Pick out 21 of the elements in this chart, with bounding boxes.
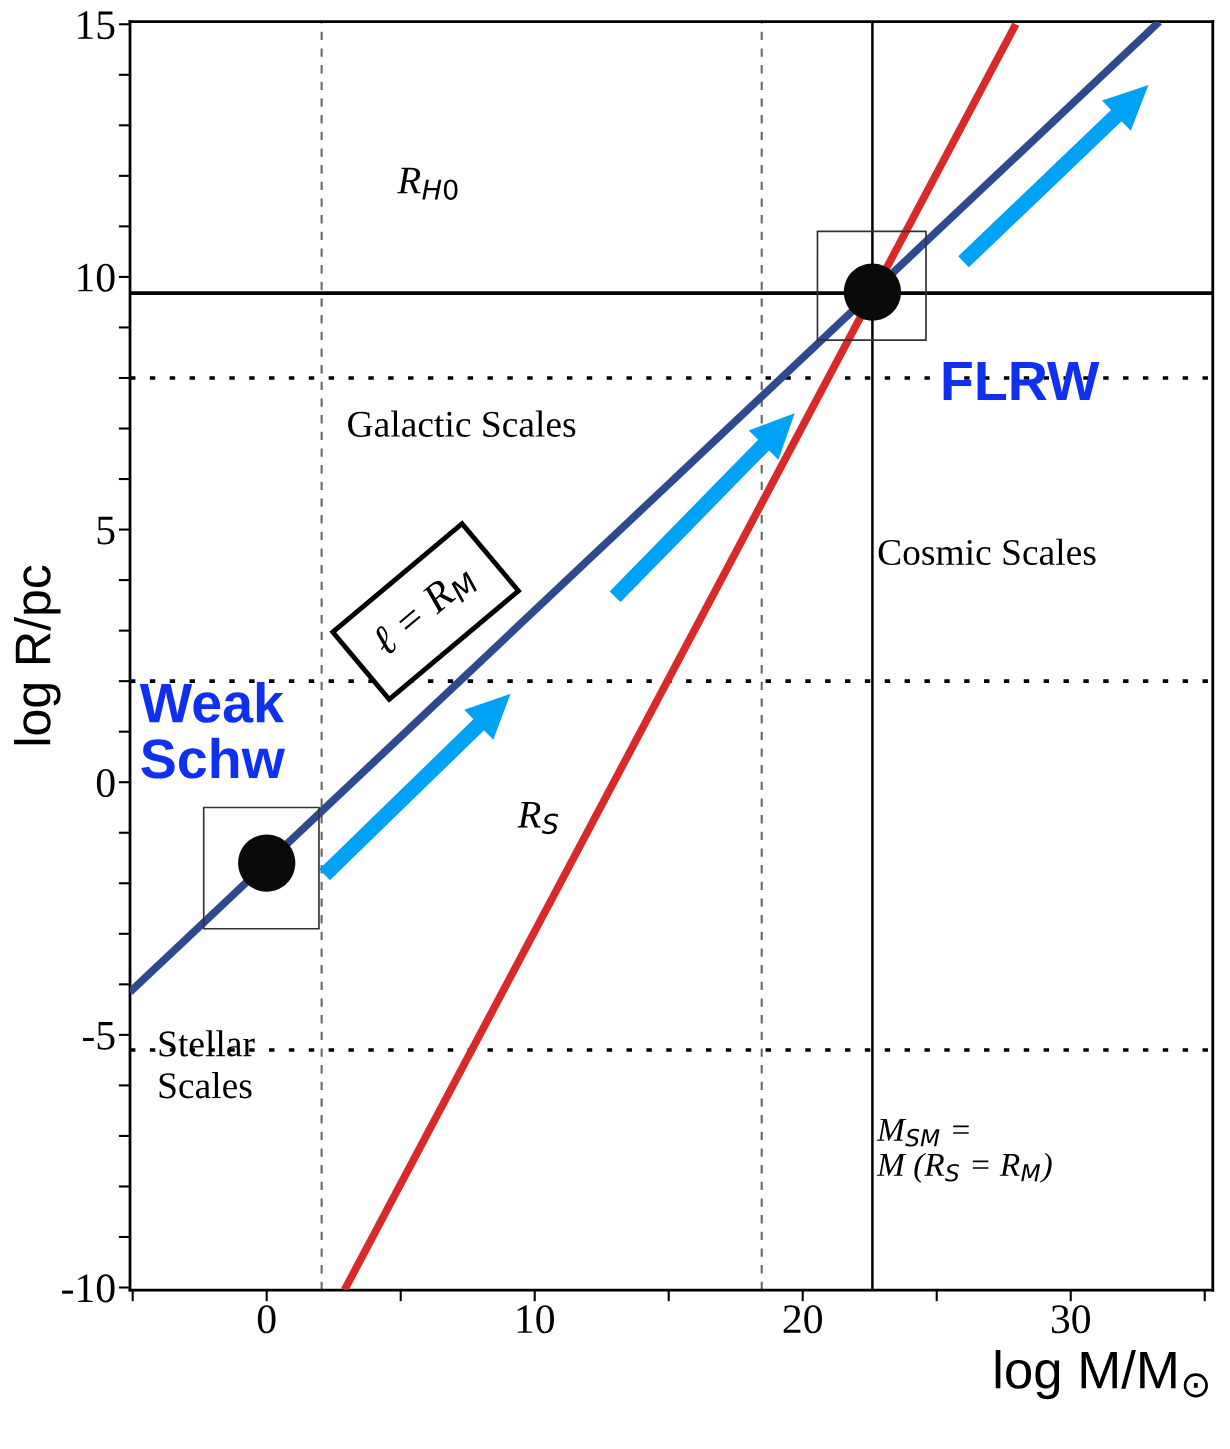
x-tick-label: 20 — [783, 1305, 822, 1334]
annotation: Galactic Scales — [348, 410, 576, 437]
annotation: Weak Schw — [139, 681, 285, 779]
x-tick-label: 10 — [517, 1305, 554, 1334]
y-tick-label: 0 — [96, 768, 115, 798]
y-tick-label: 15 — [78, 11, 115, 40]
annotation: M$_{SM}$ = M (R$_{S}$ = R$_{M}$) — [876, 1118, 1052, 1183]
x-tick-label: 30 — [1051, 1305, 1090, 1334]
annotation: Cosmic Scales — [878, 538, 1096, 566]
y-tick-label: -10 — [62, 1274, 115, 1303]
y-axis-title: log R/pc — [13, 565, 61, 745]
annotation: R$_{H0}$ — [397, 167, 458, 200]
y-tick-label: 5 — [97, 516, 115, 545]
y-tick-label: -5 — [82, 1022, 115, 1050]
y-tick-label: 10 — [78, 263, 115, 292]
annotation: FLRW — [943, 361, 1100, 401]
annotation: ℓ = R$_{M}$ — [369, 561, 481, 662]
annotation: R$_{S}$ — [517, 801, 559, 835]
annotation: Stellar Scales — [159, 1030, 255, 1099]
x-axis-title: log M/M$_{⊙}$ — [995, 1350, 1208, 1400]
x-tick-label: 0 — [257, 1305, 276, 1334]
